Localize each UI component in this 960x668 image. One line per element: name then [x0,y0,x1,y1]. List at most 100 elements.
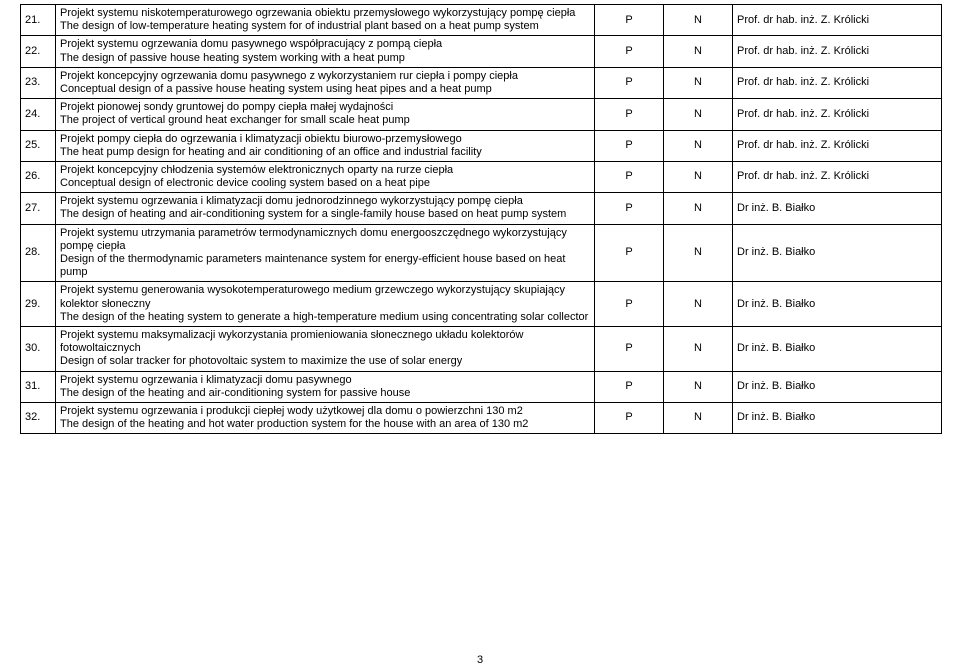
column-n: N [664,371,733,402]
row-number: 27. [21,193,56,224]
column-p: P [595,282,664,327]
table-row: 22. Projekt systemu ogrzewania domu pasyw… [21,36,942,67]
table-row: 30.Projekt systemu maksymalizacji wykorz… [21,326,942,371]
topic-pl: Projekt systemu ogrzewania domu pasywneg… [60,38,590,51]
table-row: 24. Projekt pionowej sondy gruntowej do p… [21,99,942,130]
row-topic: Projekt systemu utrzymania parametrów te… [56,224,595,282]
topic-pl: Projekt systemu niskotemperaturowego ogr… [60,7,590,20]
table-row: 21. Projekt systemu niskotemperaturowego … [21,5,942,36]
row-topic: Projekt systemu ogrzewania i produkcji c… [56,402,595,433]
column-p: P [595,371,664,402]
topic-pl: Projekt systemu maksymalizacji wykorzyst… [60,329,590,355]
topic-en: Conceptual design of electronic device c… [60,177,590,190]
row-topic: Projekt systemu ogrzewania i klimatyzacj… [56,371,595,402]
topic-en: Design of the thermodynamic parameters m… [60,253,590,279]
topic-pl: Projekt systemu ogrzewania i produkcji c… [60,405,590,418]
column-p: P [595,130,664,161]
supervisor: Prof. dr hab. inż. Z. Królicki [733,67,942,98]
column-n: N [664,326,733,371]
column-n: N [664,36,733,67]
table-row: 28.Projekt systemu utrzymania parametrów… [21,224,942,282]
table-row: 23. Projekt koncepcyjny ogrzewania domu p… [21,67,942,98]
row-topic: Projekt pionowej sondy gruntowej do pomp… [56,99,595,130]
row-topic: Projekt koncepcyjny chłodzenia systemów … [56,161,595,192]
column-n: N [664,402,733,433]
supervisor: Prof. dr hab. inż. Z. Królicki [733,36,942,67]
column-p: P [595,224,664,282]
table-row: 25. Projekt pompy ciepła do ogrzewania i … [21,130,942,161]
topic-pl: Projekt pionowej sondy gruntowej do pomp… [60,101,590,114]
table-row: 29.Projekt systemu generowania wysokotem… [21,282,942,327]
topic-pl: Projekt systemu ogrzewania i klimatyzacj… [60,195,590,208]
topic-en: The design of the heating and air-condit… [60,387,590,400]
topic-en: Design of solar tracker for photovoltaic… [60,355,590,368]
topic-pl: Projekt systemu utrzymania parametrów te… [60,227,590,253]
supervisor: Prof. dr hab. inż. Z. Królicki [733,130,942,161]
topic-en: The design of passive house heating syst… [60,52,590,65]
supervisor: Prof. dr hab. inż. Z. Królicki [733,161,942,192]
supervisor: Prof. dr hab. inż. Z. Królicki [733,99,942,130]
row-topic: Projekt koncepcyjny ogrzewania domu pasy… [56,67,595,98]
supervisor: Dr inż. B. Białko [733,326,942,371]
row-topic: Projekt pompy ciepła do ogrzewania i kli… [56,130,595,161]
column-p: P [595,36,664,67]
row-number: 25. [21,130,56,161]
topic-en: The design of heating and air-conditioni… [60,208,590,221]
thesis-table: 21. Projekt systemu niskotemperaturowego … [20,4,942,434]
supervisor: Dr inż. B. Białko [733,282,942,327]
row-number: 24. [21,99,56,130]
row-number: 31. [21,371,56,402]
topic-en: Conceptual design of a passive house hea… [60,83,590,96]
row-number: 32. [21,402,56,433]
topic-pl: Projekt koncepcyjny ogrzewania domu pasy… [60,70,590,83]
row-number: 21. [21,5,56,36]
column-n: N [664,224,733,282]
topic-en: The design of low-temperature heating sy… [60,20,590,33]
row-topic: Projekt systemu maksymalizacji wykorzyst… [56,326,595,371]
table-row: 32. Projekt systemu ogrzewania i produkcj… [21,402,942,433]
column-n: N [664,67,733,98]
table-row: 26. Projekt koncepcyjny chłodzenia system… [21,161,942,192]
column-n: N [664,282,733,327]
column-n: N [664,99,733,130]
column-n: N [664,130,733,161]
row-number: 28. [21,224,56,282]
topic-pl: Projekt systemu generowania wysokotemper… [60,284,590,310]
topic-en: The design of the heating system to gene… [60,311,590,324]
supervisor: Prof. dr hab. inż. Z. Królicki [733,5,942,36]
column-p: P [595,161,664,192]
thesis-table-body: 21. Projekt systemu niskotemperaturowego … [21,5,942,434]
column-n: N [664,5,733,36]
row-topic: Projekt systemu generowania wysokotemper… [56,282,595,327]
column-p: P [595,326,664,371]
column-p: P [595,99,664,130]
column-p: P [595,5,664,36]
table-row: 27. Projekt systemu ogrzewania i klimatyz… [21,193,942,224]
topic-en: The project of vertical ground heat exch… [60,114,590,127]
row-topic: Projekt systemu ogrzewania i klimatyzacj… [56,193,595,224]
topic-pl: Projekt koncepcyjny chłodzenia systemów … [60,164,590,177]
column-n: N [664,161,733,192]
table-row: 31. Projekt systemu ogrzewania i klimatyz… [21,371,942,402]
column-p: P [595,402,664,433]
supervisor: Dr inż. B. Białko [733,371,942,402]
row-topic: Projekt systemu niskotemperaturowego ogr… [56,5,595,36]
row-number: 30. [21,326,56,371]
column-p: P [595,67,664,98]
row-topic: Projekt systemu ogrzewania domu pasywneg… [56,36,595,67]
row-number: 26. [21,161,56,192]
page: 21. Projekt systemu niskotemperaturowego … [0,0,960,668]
topic-en: The heat pump design for heating and air… [60,146,590,159]
page-number: 3 [0,654,960,666]
supervisor: Dr inż. B. Białko [733,224,942,282]
column-p: P [595,193,664,224]
supervisor: Dr inż. B. Białko [733,193,942,224]
topic-pl: Projekt systemu ogrzewania i klimatyzacj… [60,374,590,387]
row-number: 23. [21,67,56,98]
topic-pl: Projekt pompy ciepła do ogrzewania i kli… [60,133,590,146]
supervisor: Dr inż. B. Białko [733,402,942,433]
row-number: 22. [21,36,56,67]
column-n: N [664,193,733,224]
topic-en: The design of the heating and hot water … [60,418,590,431]
row-number: 29. [21,282,56,327]
